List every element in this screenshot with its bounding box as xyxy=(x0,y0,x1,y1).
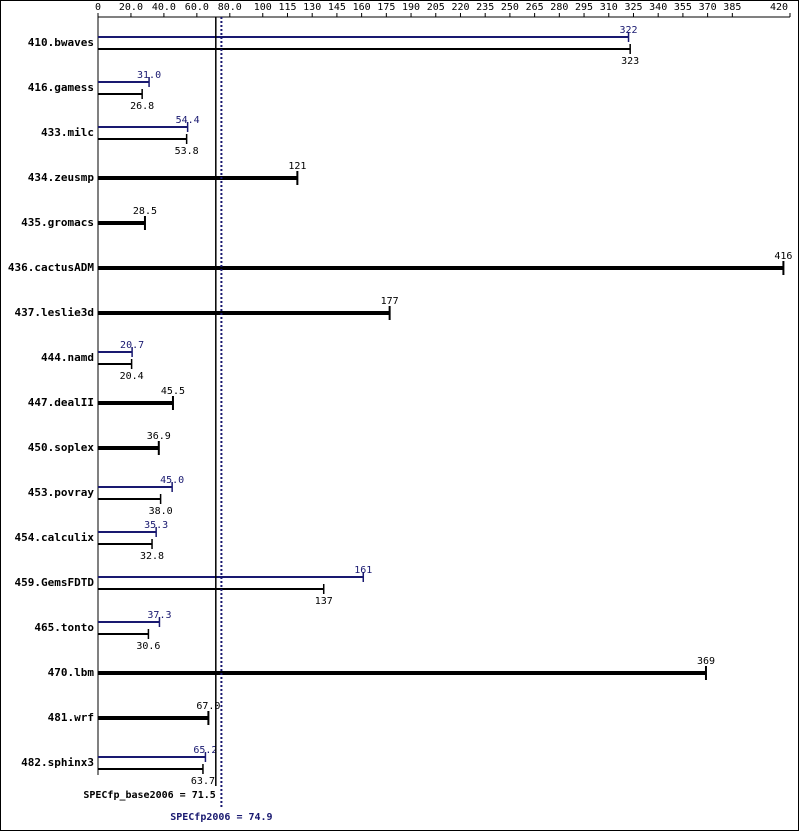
x-tick-label: 220 xyxy=(451,2,469,13)
bar xyxy=(98,621,160,623)
value-label: 416 xyxy=(774,251,792,262)
value-label: 54.4 xyxy=(176,115,200,126)
x-tick-label: 160 xyxy=(353,2,371,13)
value-label: 31.0 xyxy=(137,70,161,81)
value-label: 121 xyxy=(288,161,306,172)
bar xyxy=(98,176,298,180)
value-label: 35.3 xyxy=(144,520,168,531)
value-label: 63.7 xyxy=(191,776,215,787)
bar xyxy=(98,351,133,353)
value-label: 20.7 xyxy=(120,340,144,351)
bar xyxy=(98,543,153,545)
bar xyxy=(98,756,206,758)
x-tick-label: 175 xyxy=(377,2,395,13)
value-label: 38.0 xyxy=(149,506,173,517)
x-tick-label: 265 xyxy=(526,2,544,13)
value-label: 45.0 xyxy=(160,475,184,486)
x-tick-label: 130 xyxy=(303,2,321,13)
category-label: 465.tonto xyxy=(34,621,94,634)
value-label: 28.5 xyxy=(133,206,157,217)
x-tick-label: 190 xyxy=(402,2,420,13)
category-label: 447.dealII xyxy=(28,396,94,409)
x-tick-label: 60.0 xyxy=(185,2,209,13)
value-label: 20.4 xyxy=(120,371,144,382)
x-tick-label: 205 xyxy=(427,2,445,13)
reference-label: SPECfp_base2006 = 71.5 xyxy=(83,790,215,801)
bar xyxy=(98,48,631,50)
category-label: 453.povray xyxy=(28,486,95,499)
category-label: 436.cactusADM xyxy=(8,261,94,274)
x-tick-label: 80.0 xyxy=(218,2,242,13)
value-label: 137 xyxy=(315,596,333,607)
x-tick-label: 100 xyxy=(254,2,272,13)
bar xyxy=(98,126,188,128)
category-label: 416.gamess xyxy=(28,81,94,94)
value-label: 322 xyxy=(620,25,638,36)
x-tick-label: 325 xyxy=(624,2,642,13)
value-label: 65.2 xyxy=(193,745,217,756)
x-tick-label: 310 xyxy=(600,2,618,13)
x-tick-label: 40.0 xyxy=(152,2,176,13)
x-tick-label: 20.0 xyxy=(119,2,143,13)
value-label: 26.8 xyxy=(130,101,154,112)
bar xyxy=(98,633,149,635)
bar xyxy=(98,486,173,488)
x-tick-label: 115 xyxy=(278,2,296,13)
x-tick-label: 250 xyxy=(501,2,519,13)
x-tick-label: 385 xyxy=(723,2,741,13)
x-tick-label: 280 xyxy=(550,2,568,13)
x-tick-label: 295 xyxy=(575,2,593,13)
bar xyxy=(98,576,364,578)
bar xyxy=(98,401,173,405)
value-label: 36.9 xyxy=(147,431,171,442)
bar xyxy=(98,81,150,83)
value-label: 177 xyxy=(381,296,399,307)
bar xyxy=(98,93,143,95)
bar xyxy=(98,266,784,270)
category-label: 433.milc xyxy=(41,126,94,139)
bar xyxy=(98,311,390,315)
x-tick-label: 235 xyxy=(476,2,494,13)
value-label: 45.5 xyxy=(161,386,185,397)
value-label: 30.6 xyxy=(136,641,160,652)
bar xyxy=(98,36,629,38)
bar xyxy=(98,768,203,770)
category-label: 459.GemsFDTD xyxy=(15,576,95,589)
category-label: 481.wrf xyxy=(48,711,94,724)
x-tick-label: 420 xyxy=(770,2,788,13)
bar xyxy=(98,671,706,675)
category-label: 444.namd xyxy=(41,351,94,364)
category-label: 454.calculix xyxy=(15,531,95,544)
category-label: 437.leslie3d xyxy=(15,306,94,319)
category-label: 410.bwaves xyxy=(28,36,94,49)
bar xyxy=(98,221,145,225)
x-tick-label: 370 xyxy=(699,2,717,13)
x-tick-label: 0 xyxy=(95,2,101,13)
category-label: 435.gromacs xyxy=(21,216,94,229)
value-label: 369 xyxy=(697,656,715,667)
value-label: 161 xyxy=(354,565,372,576)
x-tick-label: 145 xyxy=(328,2,346,13)
x-tick-label: 340 xyxy=(649,2,667,13)
bar xyxy=(98,446,159,450)
value-label: 37.3 xyxy=(147,610,171,621)
x-tick-label: 355 xyxy=(674,2,692,13)
value-label: 53.8 xyxy=(175,146,199,157)
value-label: 67.0 xyxy=(196,701,220,712)
bar xyxy=(98,531,157,533)
category-label: 470.lbm xyxy=(48,666,95,679)
category-label: 482.sphinx3 xyxy=(21,756,94,769)
bar xyxy=(98,588,324,590)
bar xyxy=(98,716,209,720)
bar xyxy=(98,363,132,365)
category-label: 450.soplex xyxy=(28,441,95,454)
category-label: 434.zeusmp xyxy=(28,171,95,184)
bar xyxy=(98,498,161,500)
reference-label: SPECfp2006 = 74.9 xyxy=(170,812,272,823)
value-label: 323 xyxy=(621,56,639,67)
value-label: 32.8 xyxy=(140,551,164,562)
bar xyxy=(98,138,187,140)
